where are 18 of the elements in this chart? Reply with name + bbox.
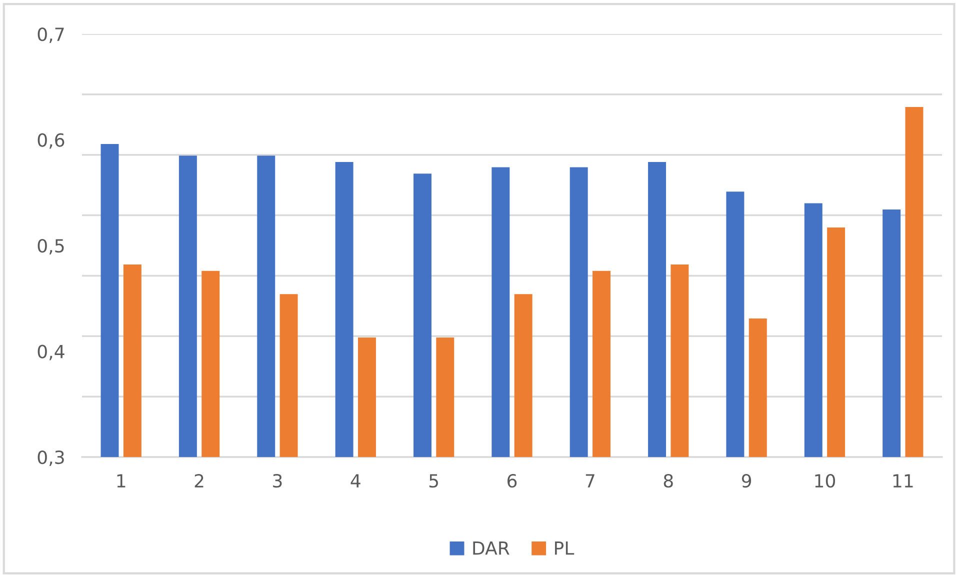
y-tick-label: 0,7 <box>38 27 64 43</box>
y-tick-label: 0,3 <box>38 450 64 466</box>
legend-label: DAR <box>473 541 510 555</box>
x-tick-label: 6 <box>508 474 517 488</box>
y-tick-label: 0,5 <box>38 238 64 254</box>
x-tick-label: 3 <box>273 474 282 488</box>
y-tick-label: 0,4 <box>38 344 64 360</box>
x-tick-label: 2 <box>194 474 204 488</box>
x-tick-label: 1 <box>117 474 126 488</box>
x-tick-label: 8 <box>664 474 673 488</box>
x-tick-label: 4 <box>350 474 360 488</box>
x-tick-label: 7 <box>586 474 594 488</box>
x-tick-label: 5 <box>429 474 438 488</box>
x-tick-label: 9 <box>742 474 752 488</box>
x-tick-label: 10 <box>815 474 836 488</box>
legend-label: PL <box>555 541 574 555</box>
y-tick-label: 0,6 <box>38 133 64 149</box>
x-tick-label: 11 <box>893 474 913 488</box>
